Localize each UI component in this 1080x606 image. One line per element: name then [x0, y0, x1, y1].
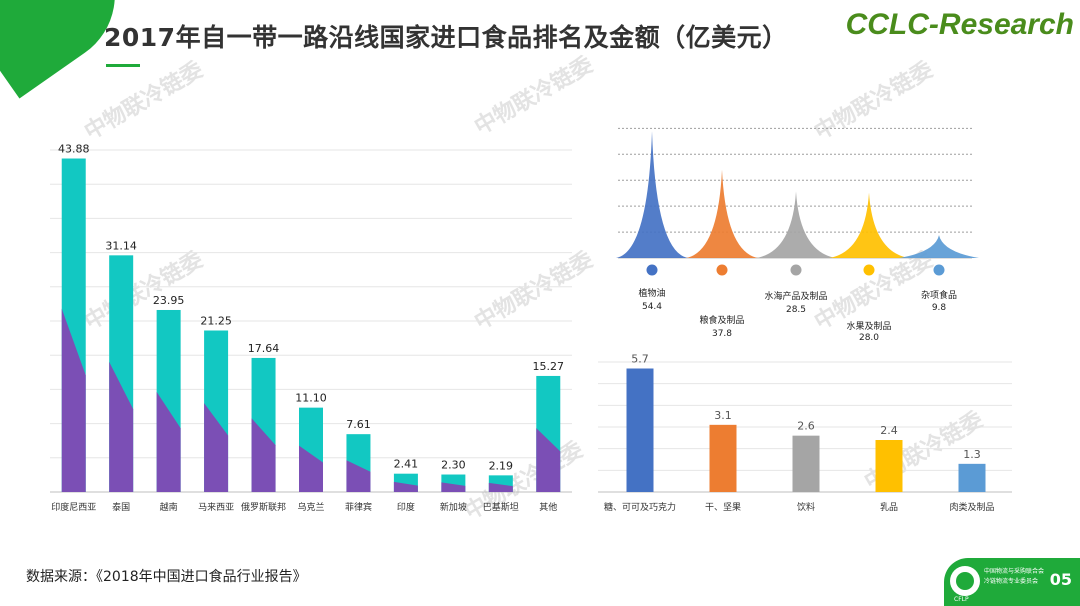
footer-org-line1: 中国物流与采购联合会 [984, 568, 1045, 575]
footer-abbr: CFLP [954, 596, 969, 603]
bar-segment-purple [204, 403, 229, 492]
category-label: 印度尼西亚 [51, 501, 96, 513]
watermark-text: 中物联冷链委 [810, 57, 937, 146]
category-label: 越南 [160, 501, 178, 513]
data-label: 7.61 [346, 418, 371, 431]
bar-segment-purple [109, 361, 134, 492]
legend-marker [863, 264, 875, 276]
data-label: 3.1 [714, 409, 732, 422]
watermark-text: 中物联冷链委 [460, 437, 587, 526]
bar [709, 424, 737, 492]
data-label: 37.8 [712, 329, 732, 339]
data-label: 17.64 [248, 342, 280, 355]
data-label: 5.7 [631, 353, 649, 366]
legend-marker [646, 264, 658, 276]
bar [875, 440, 903, 492]
legend-marker [790, 264, 802, 276]
category-label: 巴基斯坦 [483, 501, 519, 513]
category-label: 菲律宾 [345, 501, 372, 513]
category-label: 俄罗斯联邦 [241, 501, 286, 513]
data-label: 2.30 [441, 459, 466, 472]
data-label: 43.88 [58, 143, 90, 156]
category-label: 植物油 [638, 287, 665, 299]
data-label: 2.19 [489, 459, 514, 472]
data-label: 9.8 [932, 303, 947, 313]
watermark-text: 中物联冷链委 [80, 57, 207, 146]
category-label: 印度 [397, 501, 415, 513]
category-label: 杂项食品 [921, 289, 957, 301]
data-label: 28.0 [859, 333, 879, 343]
watermark-text: 中物联冷链委 [470, 52, 597, 141]
category-label: 泰国 [112, 501, 130, 513]
category-label: 其他 [539, 501, 557, 513]
category-label: 饮料 [797, 501, 815, 513]
peak-area [616, 131, 688, 258]
bar [958, 463, 986, 492]
peak-area [899, 235, 979, 258]
data-label: 21.25 [200, 315, 232, 328]
bar-segment-purple [536, 428, 561, 492]
data-label: 1.3 [963, 448, 981, 461]
left-bar-chart: 43.88 印度尼西亚 31.14 泰国 23.95 越南 21.25 马来西亚 17.64 俄罗… [50, 143, 572, 513]
category-label: 水海产品及制品 [764, 290, 827, 302]
data-label: 15.27 [533, 360, 565, 373]
bar-segment-purple [346, 460, 371, 492]
category-label: 糖、可可及巧克力 [604, 501, 676, 513]
category-label: 水果及制品 [846, 320, 891, 332]
category-label: 乳品 [880, 501, 898, 513]
small-bar-chart: 5.7 糖、可可及巧克力 3.1 干、坚果 2.6 饮料 2.4 乳品 1.3 肉类及制品 [598, 353, 1012, 513]
cflp-logo-icon [950, 566, 980, 596]
footer-logo: 中国物流与采购联合会 冷链物流专业委员会 CFLP 05 [944, 558, 1080, 606]
peak-area [686, 169, 758, 258]
data-label: 54.4 [642, 302, 662, 312]
watermark-text: 中物联冷链委 [80, 247, 207, 336]
bar [626, 368, 654, 492]
legend-marker [716, 264, 728, 276]
data-label: 28.5 [786, 305, 806, 315]
bar-segment-purple [61, 308, 86, 492]
category-label: 乌克兰 [297, 501, 324, 513]
bar-segment-purple [156, 391, 181, 492]
title-underline [106, 64, 140, 67]
page-title: 2017年自一带一路沿线国家进口食品排名及金额（亿美元） [104, 23, 788, 52]
category-label: 干、坚果 [705, 502, 741, 513]
footer-org-line2: 冷链物流专业委员会 [984, 578, 1039, 585]
bar-segment-purple [441, 482, 466, 492]
bar-segment-purple [393, 481, 418, 492]
data-label: 2.41 [394, 458, 419, 471]
peak-area [829, 192, 909, 258]
bar-segment-purple [299, 445, 323, 492]
data-source-note: 数据来源：《2018年中国进口食品行业报告》 [26, 569, 307, 585]
watermark-text: 中物联冷链委 [470, 247, 597, 336]
bar [792, 435, 820, 492]
category-label: 新加坡 [440, 501, 467, 513]
page-number: 05 [1049, 570, 1072, 589]
data-label: 2.6 [797, 420, 815, 433]
legend-marker [933, 264, 945, 276]
category-label: 肉类及制品 [949, 501, 994, 513]
brand-logo-text: CCLC-Research [845, 8, 1074, 41]
category-label: 马来西亚 [198, 502, 234, 513]
data-label: 11.10 [295, 392, 327, 405]
data-label: 23.95 [153, 294, 185, 307]
bar-segment-purple [488, 482, 513, 492]
bar-segment-purple [251, 418, 276, 492]
data-label: 2.4 [880, 424, 898, 437]
peak-area [756, 191, 836, 258]
data-label: 31.14 [105, 239, 137, 252]
category-label: 粮食及制品 [699, 314, 744, 326]
